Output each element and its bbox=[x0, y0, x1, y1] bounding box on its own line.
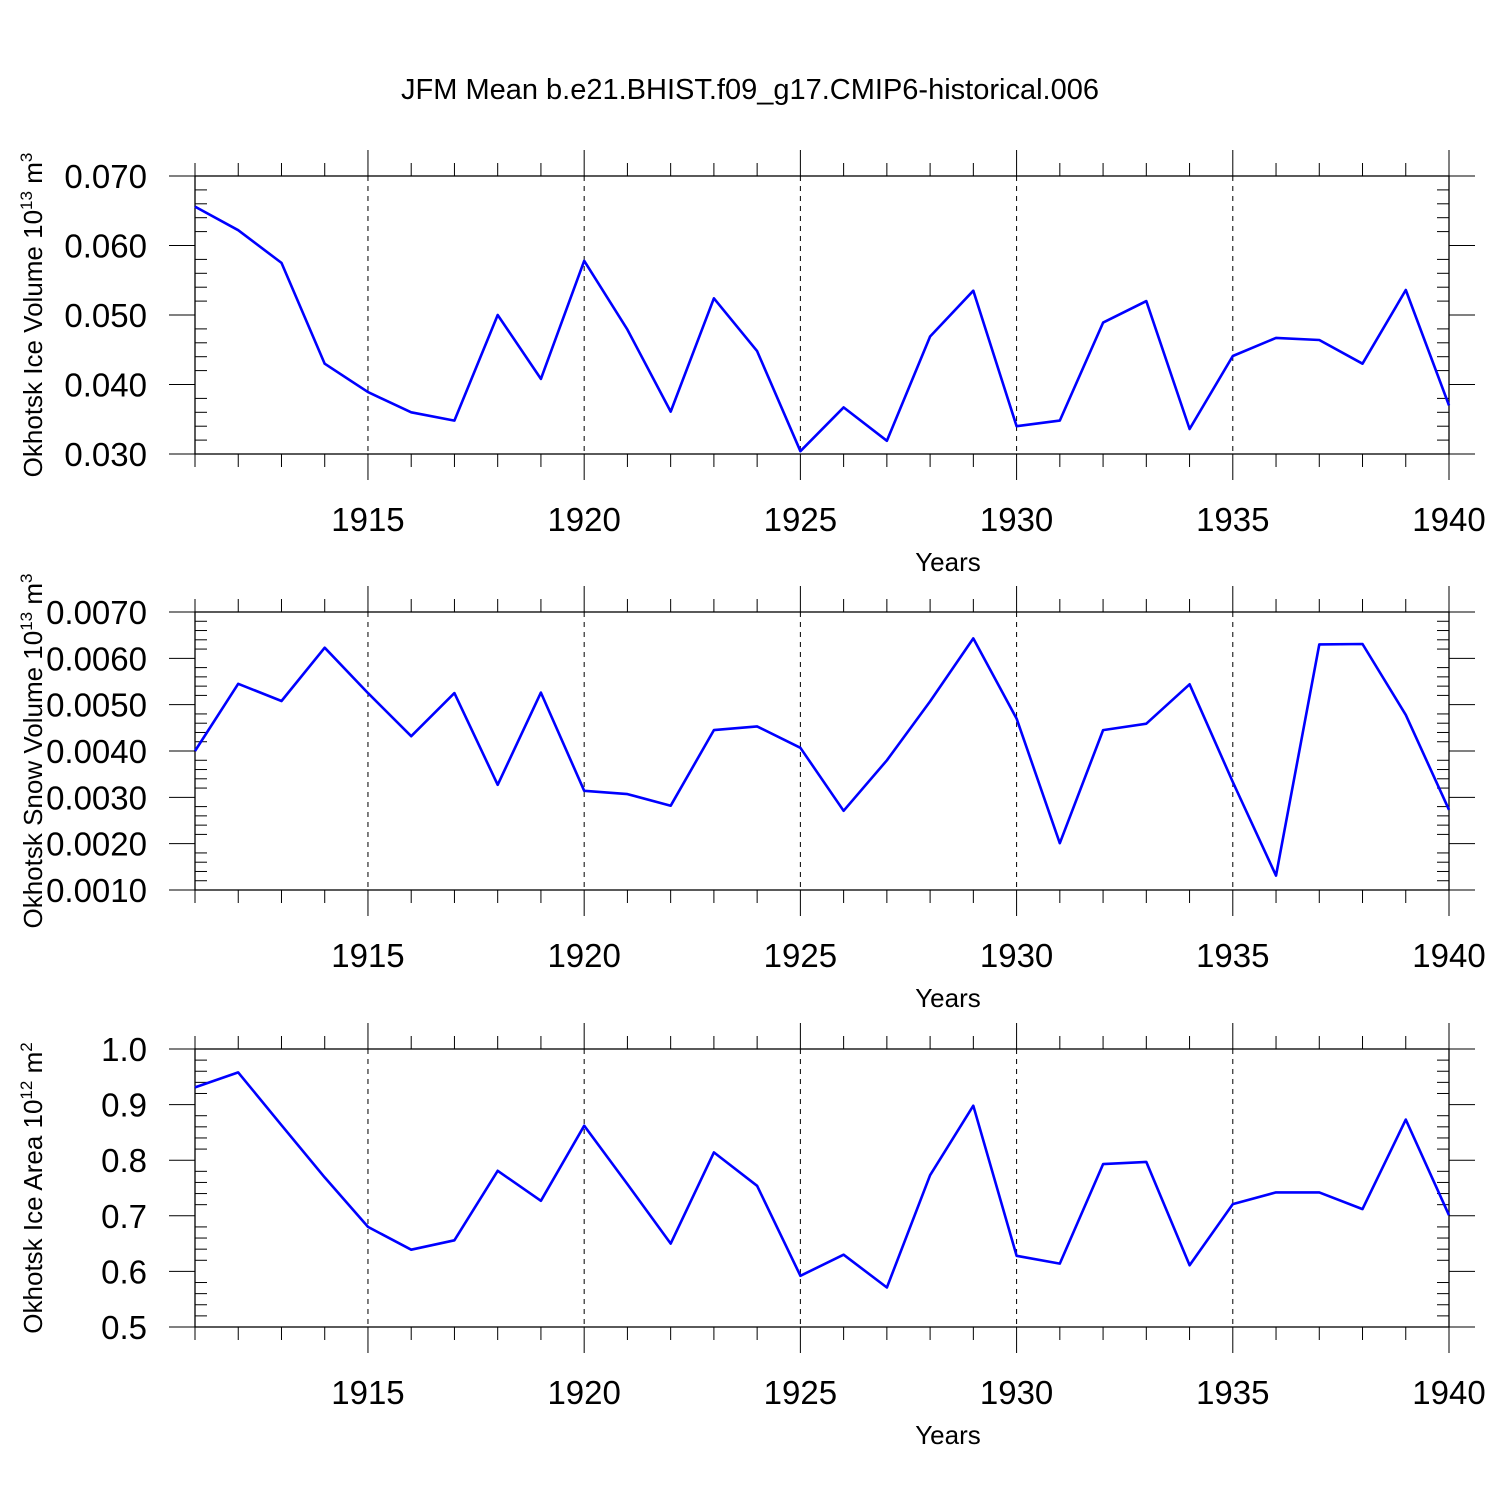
x-tick-label: 1920 bbox=[547, 937, 620, 974]
x-tick-label: 1925 bbox=[764, 937, 837, 974]
figure-title: JFM Mean b.e21.BHIST.f09_g17.CMIP6-histo… bbox=[401, 74, 1099, 106]
x-tick-label: 1915 bbox=[331, 501, 404, 538]
y-axis-label: Okhotsk Ice Volume 1013 m3 bbox=[17, 153, 48, 478]
plot-frame bbox=[194, 1048, 1450, 1328]
y-tick-label: 0.070 bbox=[64, 158, 147, 195]
x-tick-label: 1930 bbox=[980, 1374, 1053, 1411]
y-axis-label: Okhotsk Ice Area 1012 m2 bbox=[17, 1042, 48, 1333]
y-tick-label: 0.7 bbox=[101, 1198, 147, 1235]
x-tick-label: 1930 bbox=[980, 501, 1053, 538]
y-tick-label: 0.0030 bbox=[46, 779, 147, 816]
series-line bbox=[194, 1071, 1451, 1289]
x-tick-label: 1925 bbox=[764, 1374, 837, 1411]
chart-panel-2: 0.0010 0.0020 0.0030 0.0040 0.0050 0.0060 0.00… bbox=[17, 574, 1486, 1014]
y-tick-label: 0.0010 bbox=[46, 872, 147, 909]
x-tick-label: 1940 bbox=[1412, 937, 1485, 974]
x-tick-label: 1930 bbox=[980, 937, 1053, 974]
chart-panels: 0.030 0.040 0.050 0.060 0.070 1915 1920 1925 193… bbox=[17, 150, 1486, 1450]
x-tick-label: 1935 bbox=[1196, 937, 1269, 974]
y-tick-label: 1.0 bbox=[101, 1031, 147, 1068]
y-tick-label: 0.0020 bbox=[46, 826, 147, 863]
x-tick-label: 1915 bbox=[331, 1374, 404, 1411]
series-line bbox=[193, 637, 1451, 877]
y-tick-label: 0.030 bbox=[64, 436, 147, 473]
y-tick-label: 0.5 bbox=[101, 1309, 147, 1346]
x-tick-label: 1925 bbox=[764, 501, 837, 538]
plot-frame bbox=[194, 611, 1450, 891]
x-tick-label: 1920 bbox=[547, 1374, 620, 1411]
x-axis-label: Years bbox=[915, 1420, 981, 1450]
series-line bbox=[194, 205, 1451, 453]
chart-panel-3: 0.5 0.6 0.7 0.8 0.9 1.0 1915 1920 1925 1930 1935 19… bbox=[17, 1023, 1486, 1450]
x-tick-label: 1920 bbox=[547, 501, 620, 538]
y-tick-label: 0.9 bbox=[101, 1087, 147, 1124]
y-tick-label: 0.040 bbox=[64, 367, 147, 404]
x-tick-label: 1915 bbox=[331, 937, 404, 974]
y-tick-label: 0.8 bbox=[101, 1142, 147, 1179]
y-tick-label: 0.0060 bbox=[46, 640, 147, 677]
y-tick-label: 0.0040 bbox=[46, 733, 147, 770]
plot-frame bbox=[194, 175, 1450, 455]
x-axis-label: Years bbox=[915, 547, 981, 577]
y-tick-label: 0.6 bbox=[101, 1253, 147, 1290]
x-tick-label: 1935 bbox=[1196, 501, 1269, 538]
y-tick-label: 0.0050 bbox=[46, 687, 147, 724]
x-tick-label: 1940 bbox=[1412, 501, 1485, 538]
x-tick-label: 1940 bbox=[1412, 1374, 1485, 1411]
chart-panel-1: 0.030 0.040 0.050 0.060 0.070 1915 1920 1925 193… bbox=[17, 150, 1486, 577]
y-tick-label: 0.060 bbox=[64, 228, 147, 265]
y-tick-label: 0.050 bbox=[64, 297, 147, 334]
x-tick-label: 1935 bbox=[1196, 1374, 1269, 1411]
x-axis-label: Years bbox=[915, 983, 981, 1013]
y-axis-label: Okhotsk Snow Volume 1013 m3 bbox=[17, 574, 48, 929]
y-tick-label: 0.0070 bbox=[46, 594, 147, 631]
